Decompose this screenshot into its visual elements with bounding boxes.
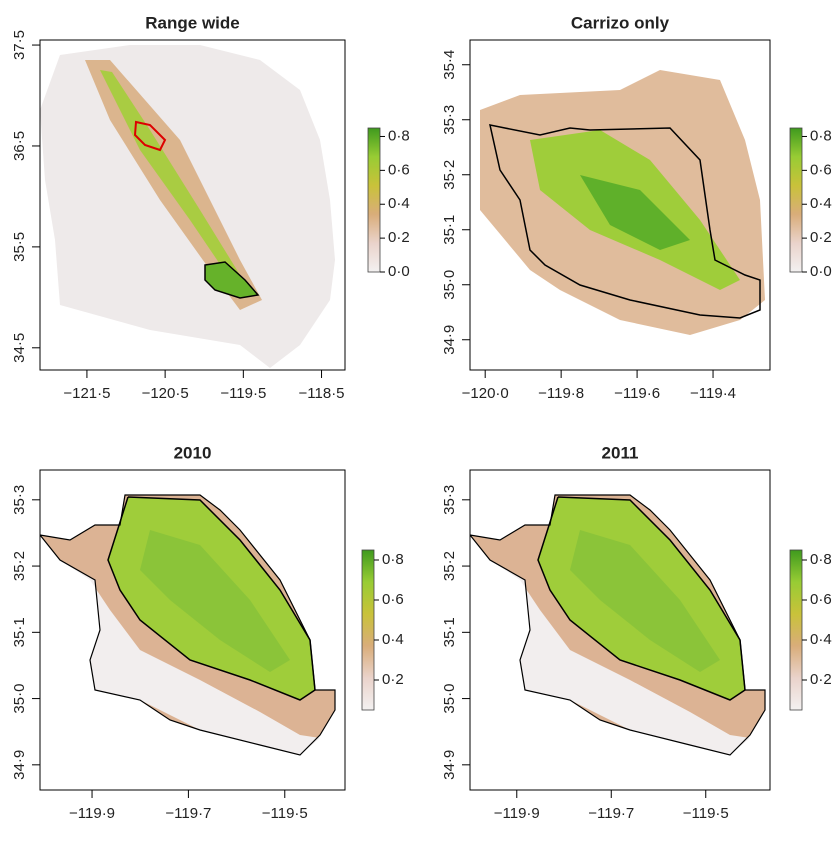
plot-frame	[469, 39, 771, 371]
colorbar-tick-label: 0·4	[810, 631, 832, 648]
colorbar-tick-label: 0·0	[388, 263, 410, 280]
x-tick-label: −119·9	[494, 805, 540, 822]
y-tick-label: 37·5	[11, 30, 28, 60]
y-tick-label: 35·0	[11, 684, 28, 714]
y-tick-label: 34·9	[441, 325, 458, 355]
x-tick-label: −119·9	[69, 805, 115, 822]
colorbar	[789, 549, 803, 711]
x-tick-label: −119·7	[165, 805, 211, 822]
colorbar-tick-label: 0·6	[810, 591, 832, 608]
panel-title: Carrizo only	[571, 13, 670, 32]
y-tick-label: 34·9	[441, 750, 458, 780]
y-tick-label: 35·0	[441, 684, 458, 714]
x-tick-label: −119·6	[614, 385, 660, 402]
y-tick-label: 35·3	[441, 485, 458, 515]
y-tick-label: 35·2	[441, 160, 458, 190]
map-raster	[39, 45, 766, 756]
y-tick-label: 35·1	[441, 215, 458, 245]
y-tick-label: 35·2	[11, 551, 28, 581]
colorbar-tick-label: 0·2	[382, 671, 404, 688]
x-tick-label: −119·8	[538, 385, 584, 402]
panel-title: 2011	[602, 443, 639, 462]
colorbar-tick-label: 0·0	[810, 263, 832, 280]
x-tick-label: −120·5	[142, 385, 189, 402]
y-tick-label: 35·1	[11, 617, 28, 647]
colorbar-tick-label: 0·8	[810, 127, 832, 144]
x-tick-label: −119·5	[262, 805, 308, 822]
y-tick-label: 35·2	[441, 551, 458, 581]
colorbar	[789, 127, 803, 273]
colorbar-tick-label: 0·2	[810, 229, 832, 246]
colorbar-tick-label: 0·8	[388, 127, 410, 144]
y-tick-label: 35·3	[11, 485, 28, 515]
panel-title: 2010	[174, 443, 212, 462]
y-tick-label: 35·3	[441, 105, 458, 135]
x-tick-label: −121·5	[63, 385, 110, 402]
x-tick-label: −119·5	[220, 385, 266, 402]
y-tick-label: 35·0	[441, 270, 458, 300]
x-tick-label: −119·7	[588, 805, 634, 822]
y-tick-label: 35·5	[11, 232, 28, 262]
colorbar-tick-label: 0·8	[382, 551, 404, 568]
colorbar	[367, 127, 381, 273]
colorbar-tick-label: 0·4	[810, 195, 832, 212]
colorbar-tick-label: 0·6	[810, 161, 832, 178]
y-tick-label: 34·5	[11, 333, 28, 363]
colorbar-tick-label: 0·6	[382, 591, 404, 608]
colorbar-tick-label: 0·2	[810, 671, 832, 688]
x-tick-label: −119·4	[690, 385, 736, 402]
y-tick-label: 35·4	[441, 50, 458, 80]
colorbar-tick-label: 0·4	[388, 195, 410, 212]
plot-frame	[39, 469, 346, 791]
x-tick-label: −118·5	[299, 385, 345, 402]
x-tick-label: −120·0	[462, 385, 509, 402]
colorbar-tick-label: 0·8	[810, 551, 832, 568]
plot-frame	[39, 39, 346, 371]
y-tick-label: 36·5	[11, 131, 28, 161]
colorbar	[361, 549, 375, 711]
panel-title: Range wide	[145, 13, 239, 32]
colorbar-tick-label: 0·4	[382, 631, 404, 648]
x-tick-label: −119·5	[683, 805, 729, 822]
plot-frame	[469, 469, 771, 791]
y-tick-label: 34·9	[11, 750, 28, 780]
colorbar-tick-label: 0·6	[388, 161, 410, 178]
colorbar-tick-label: 0·2	[388, 229, 410, 246]
y-tick-label: 35·1	[441, 617, 458, 647]
